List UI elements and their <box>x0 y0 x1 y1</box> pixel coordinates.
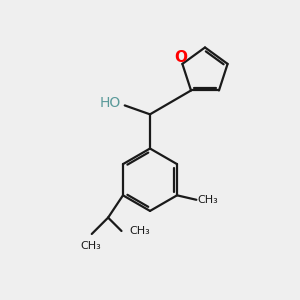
Text: CH₃: CH₃ <box>130 226 151 236</box>
Text: O: O <box>174 50 188 65</box>
Text: CH₃: CH₃ <box>80 241 101 250</box>
Text: CH₃: CH₃ <box>198 195 219 205</box>
Text: HO: HO <box>99 96 121 110</box>
